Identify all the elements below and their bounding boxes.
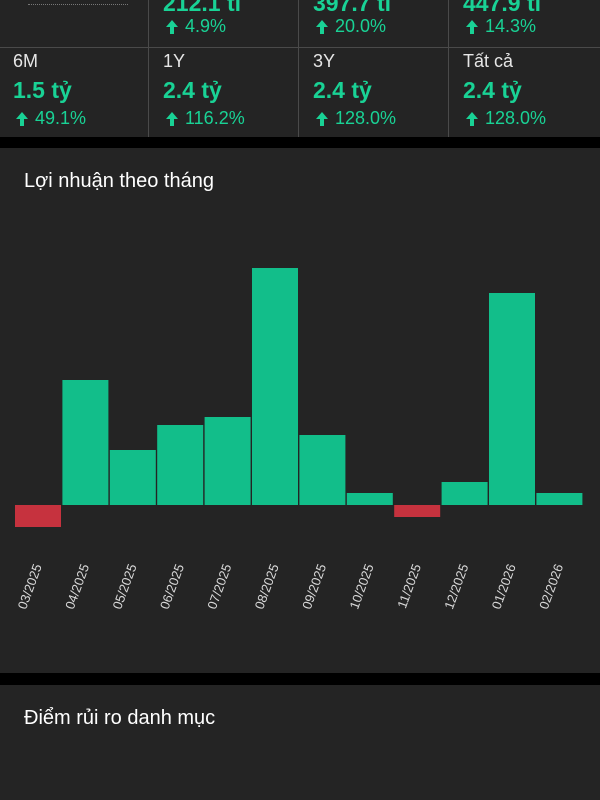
stat-pct: 4.9% bbox=[185, 16, 227, 36]
x-tick-label: 08/2025 bbox=[252, 562, 282, 611]
chart-title: Lợi nhuận theo tháng bbox=[24, 170, 214, 192]
stat-pct: 49.1% bbox=[35, 108, 87, 128]
bar-06-2025[interactable] bbox=[157, 425, 204, 505]
stat-period: Tất cả bbox=[463, 51, 514, 71]
x-tick-label: 02/2026 bbox=[536, 562, 566, 611]
x-tick-label: 10/2025 bbox=[346, 562, 376, 611]
risk-title: Điểm rủi ro danh mục bbox=[24, 707, 216, 729]
arrow-up-icon bbox=[316, 19, 328, 34]
stat-period: 1Y bbox=[163, 51, 186, 71]
x-tick-label: 03/2025 bbox=[15, 562, 45, 611]
divider bbox=[0, 47, 600, 48]
x-tick-label: 11/2025 bbox=[394, 562, 424, 610]
bar-09-2025[interactable] bbox=[299, 435, 346, 505]
stat-pct: 128.0% bbox=[485, 108, 547, 128]
stat-amount: 447.9 tỉ bbox=[463, 0, 541, 16]
x-tick-label: 09/2025 bbox=[299, 562, 329, 611]
bar-11-2025[interactable] bbox=[394, 505, 441, 517]
stat-change: 4.9% bbox=[165, 16, 226, 37]
stat-cell-1y[interactable]: 1Y 2.4 tỷ 116.2% bbox=[150, 48, 299, 137]
stat-change: 116.2% bbox=[165, 108, 245, 129]
bar-12-2025[interactable] bbox=[441, 482, 488, 505]
stat-pct: 20.0% bbox=[335, 16, 387, 36]
bar-10-2025[interactable] bbox=[346, 493, 393, 505]
stat-pct: 128.0% bbox=[335, 108, 397, 128]
bar-05-2025[interactable] bbox=[109, 450, 156, 505]
x-tick-label: 07/2025 bbox=[204, 562, 234, 611]
arrow-up-icon bbox=[316, 111, 328, 126]
monthly-profit-chart: 03/2025 04/2025 05/2025 06/2025 07/2025 08/20… bbox=[15, 268, 583, 611]
stat-change: 128.0% bbox=[465, 108, 546, 129]
x-tick-label: 12/2025 bbox=[441, 562, 471, 611]
arrow-up-icon bbox=[166, 111, 178, 126]
bar-03-2025[interactable] bbox=[15, 505, 61, 527]
performance-summary: 212.1 tỉ 4.9% 397.7 tỉ 20.0% 447.9 tỉ 14… bbox=[0, 0, 600, 137]
arrow-up-icon bbox=[466, 111, 478, 126]
stat-cell[interactable]: 447.9 tỉ 14.3% bbox=[450, 0, 599, 48]
stat-pct: 14.3% bbox=[485, 16, 537, 36]
stat-cell[interactable]: 212.1 tỉ 4.9% bbox=[150, 0, 299, 48]
bar-02-2026[interactable] bbox=[536, 493, 583, 505]
arrow-up-icon bbox=[466, 19, 478, 34]
bar-07-2025[interactable] bbox=[204, 417, 251, 505]
stat-cell[interactable] bbox=[0, 0, 149, 48]
stat-amount: 212.1 tỉ bbox=[163, 0, 241, 16]
x-tick-label: 04/2025 bbox=[62, 562, 92, 611]
bar-08-2025[interactable] bbox=[252, 268, 298, 505]
x-tick-label: 01/2026 bbox=[489, 562, 519, 611]
stat-pct: 116.2% bbox=[185, 108, 245, 128]
arrow-up-icon bbox=[16, 111, 28, 126]
x-tick-label: 05/2025 bbox=[109, 562, 139, 611]
stat-cell[interactable]: 397.7 tỉ 20.0% bbox=[300, 0, 449, 48]
portfolio-risk-card: Điểm rủi ro danh mục bbox=[0, 685, 600, 800]
stat-change: 14.3% bbox=[465, 16, 536, 37]
stat-amount: 2.4 tỷ bbox=[163, 77, 222, 103]
stat-change: 128.0% bbox=[315, 108, 396, 129]
monthly-profit-card: Lợi nhuận theo tháng 03/2025 04/2025 05/20… bbox=[0, 148, 600, 673]
stat-period: 3Y bbox=[313, 51, 336, 71]
stat-amount: 2.4 tỷ bbox=[313, 77, 372, 103]
bar-04-2025[interactable] bbox=[62, 380, 109, 505]
stat-change: 20.0% bbox=[315, 16, 386, 37]
bar-01-2026[interactable] bbox=[489, 293, 535, 505]
stat-amount: 2.4 tỷ bbox=[463, 77, 522, 103]
stat-amount: 1.5 tỷ bbox=[13, 77, 72, 103]
x-tick-label: 06/2025 bbox=[157, 562, 187, 611]
stat-cell-3y[interactable]: 3Y 2.4 tỷ 128.0% bbox=[300, 48, 449, 137]
stat-period: 6M bbox=[13, 51, 39, 71]
stat-cell-all[interactable]: Tất cả 2.4 tỷ 128.0% bbox=[450, 48, 599, 137]
stat-amount: 397.7 tỉ bbox=[313, 0, 391, 16]
placeholder-dots bbox=[28, 4, 128, 5]
arrow-up-icon bbox=[166, 19, 178, 34]
stat-change: 49.1% bbox=[15, 108, 86, 129]
stat-cell-6m[interactable]: 6M 1.5 tỷ 49.1% bbox=[0, 48, 149, 137]
